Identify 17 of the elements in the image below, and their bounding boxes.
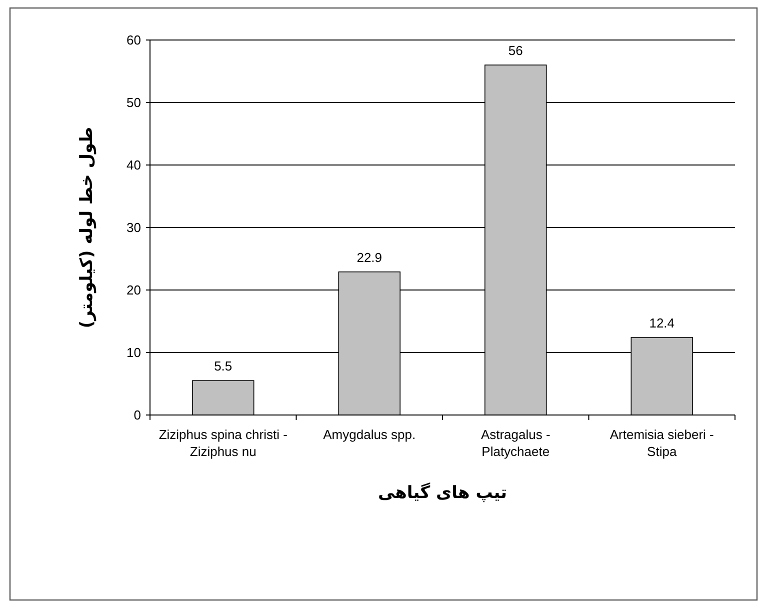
x-tick-label: Artemisia sieberi - Stipa xyxy=(610,427,714,459)
x-tick-label: Astragalus - Platychaete xyxy=(480,427,550,459)
y-tick-label: 0 xyxy=(134,408,141,422)
y-tick-label: 60 xyxy=(126,32,141,48)
data-label: 5.5 xyxy=(214,358,232,374)
x-tick-label: Amygdalus spp. xyxy=(323,427,416,442)
data-label: 56 xyxy=(508,43,523,58)
x-axis-title: تیپ های گیاهی xyxy=(378,482,508,503)
data-label: 12.4 xyxy=(649,316,675,330)
data-label: 22.9 xyxy=(356,250,382,265)
y-tick-label: 40 xyxy=(126,158,141,172)
y-tick-label: 10 xyxy=(126,345,141,360)
x-tick-label: Ziziphus spina christi - Ziziphus nu xyxy=(158,427,288,459)
y-axis-title: طول خط لوله (کیلومتر) xyxy=(77,126,97,328)
y-tick-label: 50 xyxy=(126,95,141,110)
y-tick-label: 20 xyxy=(126,282,141,298)
y-tick-label: 30 xyxy=(126,220,141,235)
